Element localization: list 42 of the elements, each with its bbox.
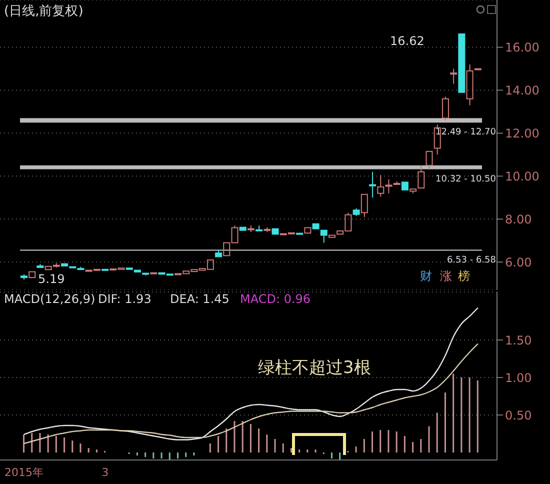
candlestick (450, 68, 458, 84)
annotation: 绿柱不超过3根 (258, 357, 371, 379)
candlestick (256, 225, 263, 232)
band-label: 10.32 - 10.50 (436, 174, 496, 184)
y-tick-label: 16.00 (505, 40, 540, 55)
candlestick (61, 263, 68, 266)
chart-title: MACD(12,26,9) (4, 292, 96, 306)
candlestick (28, 271, 36, 278)
candlestick (304, 227, 312, 234)
annotation: 榜 (458, 268, 470, 285)
line-series (23, 307, 479, 440)
x-tick-label: 3 (102, 466, 109, 479)
band-label: 6.53 - 6.58 (446, 256, 496, 266)
candlestick (312, 223, 320, 230)
x-tick-label: 2015年 (4, 466, 44, 479)
annotation: 财 (420, 268, 432, 285)
y-tick-label: 8.00 (505, 212, 532, 226)
y-tick-label: 6.00 (505, 255, 532, 270)
candlestick (418, 164, 425, 188)
y-tick-label: 14.00 (505, 83, 540, 98)
annotation: 涨 (440, 268, 452, 285)
candlestick (272, 228, 279, 235)
annotation: DIF: 1.93 (98, 292, 152, 306)
line-series (23, 343, 479, 444)
y-tick-label: 1.00 (505, 370, 532, 385)
candlestick (369, 171, 376, 198)
annotation: 16.62 (390, 34, 424, 48)
chart-title: (日线,前复权) (4, 3, 84, 20)
annotation: MACD: 0.96 (240, 292, 311, 306)
candlestick (458, 33, 466, 93)
y-tick-label: 0.50 (505, 408, 532, 422)
candlestick (328, 234, 336, 238)
y-tick-label: 1.50 (505, 333, 532, 348)
candlestick (239, 226, 246, 231)
candlestick (360, 194, 368, 218)
candlestick (466, 64, 474, 106)
y-tick-label: 10.00 (505, 169, 540, 184)
candlestick (320, 230, 328, 244)
candlestick (401, 182, 408, 190)
annotation: DEA: 1.45 (170, 292, 230, 306)
y-tick-label: 12.00 (505, 126, 540, 140)
annotation: 5.19 (38, 272, 65, 286)
